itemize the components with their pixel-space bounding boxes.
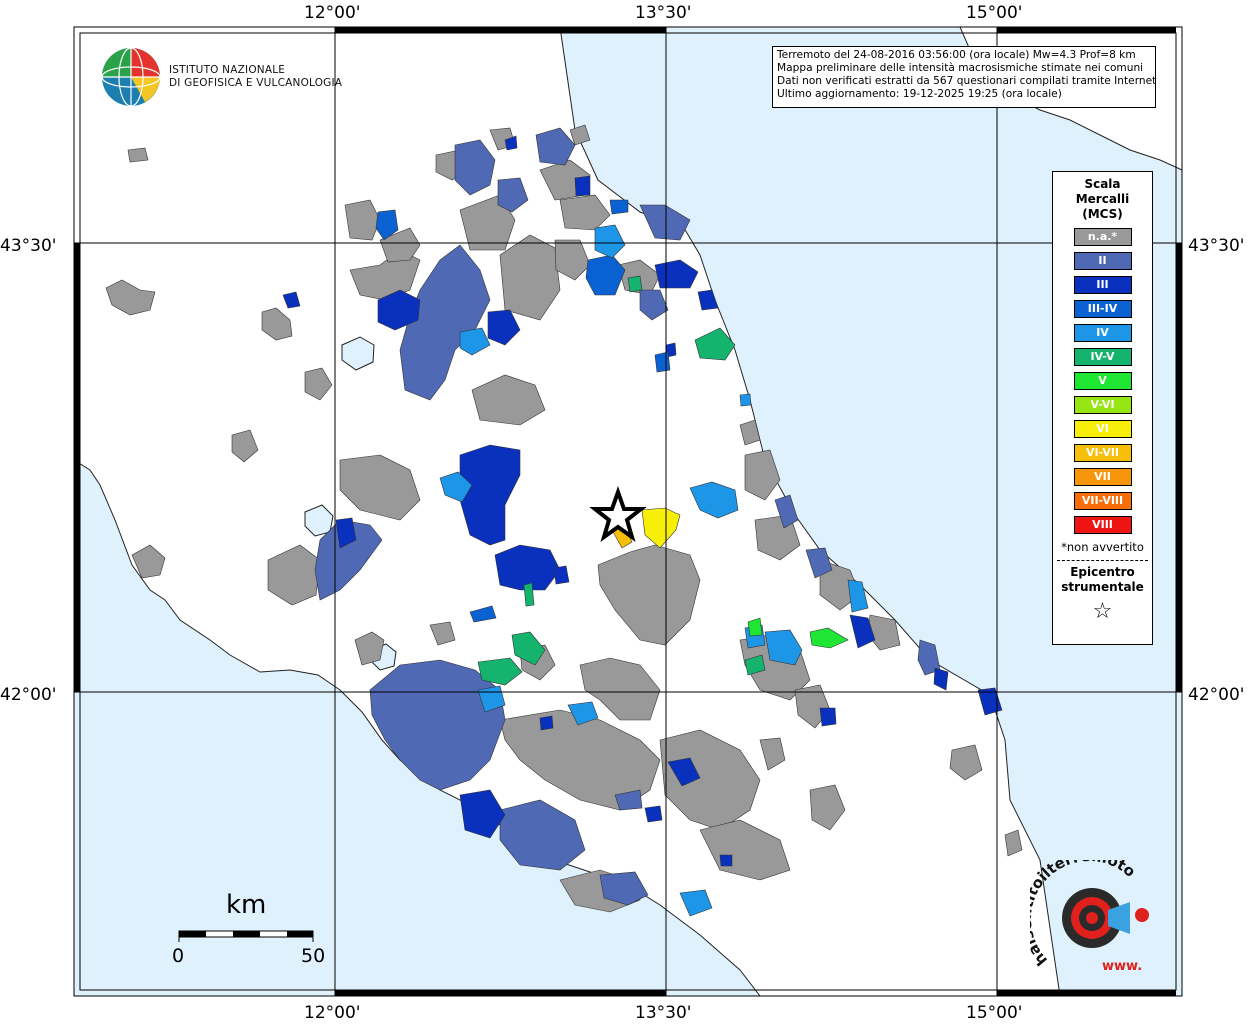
scale-max: 50: [301, 945, 326, 967]
lon-label-top-1: 12°00': [304, 3, 360, 23]
event-info-box: Terremoto del 24-08-2016 03:56:00 (ora l…: [772, 46, 1156, 108]
legend-item-9: VI-VII: [1073, 444, 1132, 462]
epicenter-star: [589, 485, 647, 542]
info-line-1: Terremoto del 24-08-2016 03:56:00 (ora l…: [777, 49, 1136, 61]
legend-note: *non avvertito: [1061, 540, 1144, 554]
graticule: [74, 27, 1182, 996]
legend-item-3: III-IV: [1073, 300, 1132, 318]
ingv-name-line1: ISTITUTO NAZIONALE: [169, 64, 286, 76]
legend-item-1: II: [1073, 252, 1132, 270]
lon-label-top-2: 13°30': [635, 3, 691, 23]
haisentito-logo-prefix: www.: [1102, 959, 1142, 974]
legend-items: n.a.* II III III-IV IV IV-V V V-VI VI VI-VII VII VI…: [1053, 228, 1152, 534]
land-italy: [73, 26, 1061, 997]
legend-epicenter-label: Epicentro strumentale: [1053, 565, 1152, 595]
legend-title-line1: Scala: [1084, 177, 1121, 191]
legend-star-icon: ☆: [1092, 599, 1113, 624]
scale-min: 0: [172, 945, 185, 967]
legend-title-line3: (MCS): [1082, 207, 1123, 221]
legend-title-line2: Mercalli: [1075, 192, 1130, 206]
legend-item-7: V-VI: [1073, 396, 1132, 414]
municipality-polygons: [105, 124, 1023, 917]
info-line-3: Dati non verificati estratti da 567 ques…: [777, 75, 1156, 87]
legend-item-2: III: [1073, 276, 1132, 294]
intensity-legend: Scala Mercalli (MCS) n.a.* II III III-IV IV I…: [1052, 171, 1153, 645]
legend-item-8: VI: [1073, 420, 1132, 438]
legend-item-12: VIII: [1073, 516, 1132, 534]
legend-item-6: V: [1073, 372, 1132, 390]
lon-label-bottom-2: 13°30': [635, 1003, 691, 1023]
lat-label-right-2: 42°00': [1188, 685, 1244, 705]
legend-item-4: IV: [1073, 324, 1132, 342]
scale-bar: [178, 930, 314, 942]
info-line-4: Ultimo aggiornamento: 19-12-2025 19:25 (…: [777, 88, 1062, 100]
legend-item-0: n.a.*: [1073, 228, 1132, 246]
lat-label-right-1: 43°30': [1188, 236, 1244, 256]
lat-label-left-1: 43°30': [0, 236, 56, 256]
ingv-name-line2: DI GEOFISICA E VULCANOLOGIA: [169, 77, 343, 89]
legend-epicenter-line2: strumentale: [1061, 580, 1144, 594]
lake-trasimeno: [341, 336, 375, 371]
lat-label-left-2: 42°00': [0, 685, 56, 705]
haisentito-logo-icon: haisentitoilterremoto.it www.: [1030, 860, 1149, 974]
ingv-name: ISTITUTO NAZIONALE DI GEOFISICA E VULCAN…: [169, 64, 342, 90]
lon-label-top-3: 15°00': [966, 3, 1022, 23]
ingv-logo-icon: [101, 47, 161, 107]
scale-unit: km: [226, 890, 267, 920]
legend-separator: [1057, 560, 1148, 561]
legend-epicenter-line1: Epicentro: [1070, 565, 1135, 579]
legend-item-11: VII-VIII: [1073, 492, 1132, 510]
legend-title: Scala Mercalli (MCS): [1053, 177, 1152, 222]
info-line-2: Mappa preliminare delle intensità macros…: [777, 62, 1144, 74]
legend-item-5: IV-V: [1073, 348, 1132, 366]
lon-label-bottom-3: 15°00': [966, 1003, 1022, 1023]
frame-ticks: [74, 27, 1182, 996]
legend-item-10: VII: [1073, 468, 1132, 486]
lon-label-bottom-1: 12°00': [304, 1003, 360, 1023]
